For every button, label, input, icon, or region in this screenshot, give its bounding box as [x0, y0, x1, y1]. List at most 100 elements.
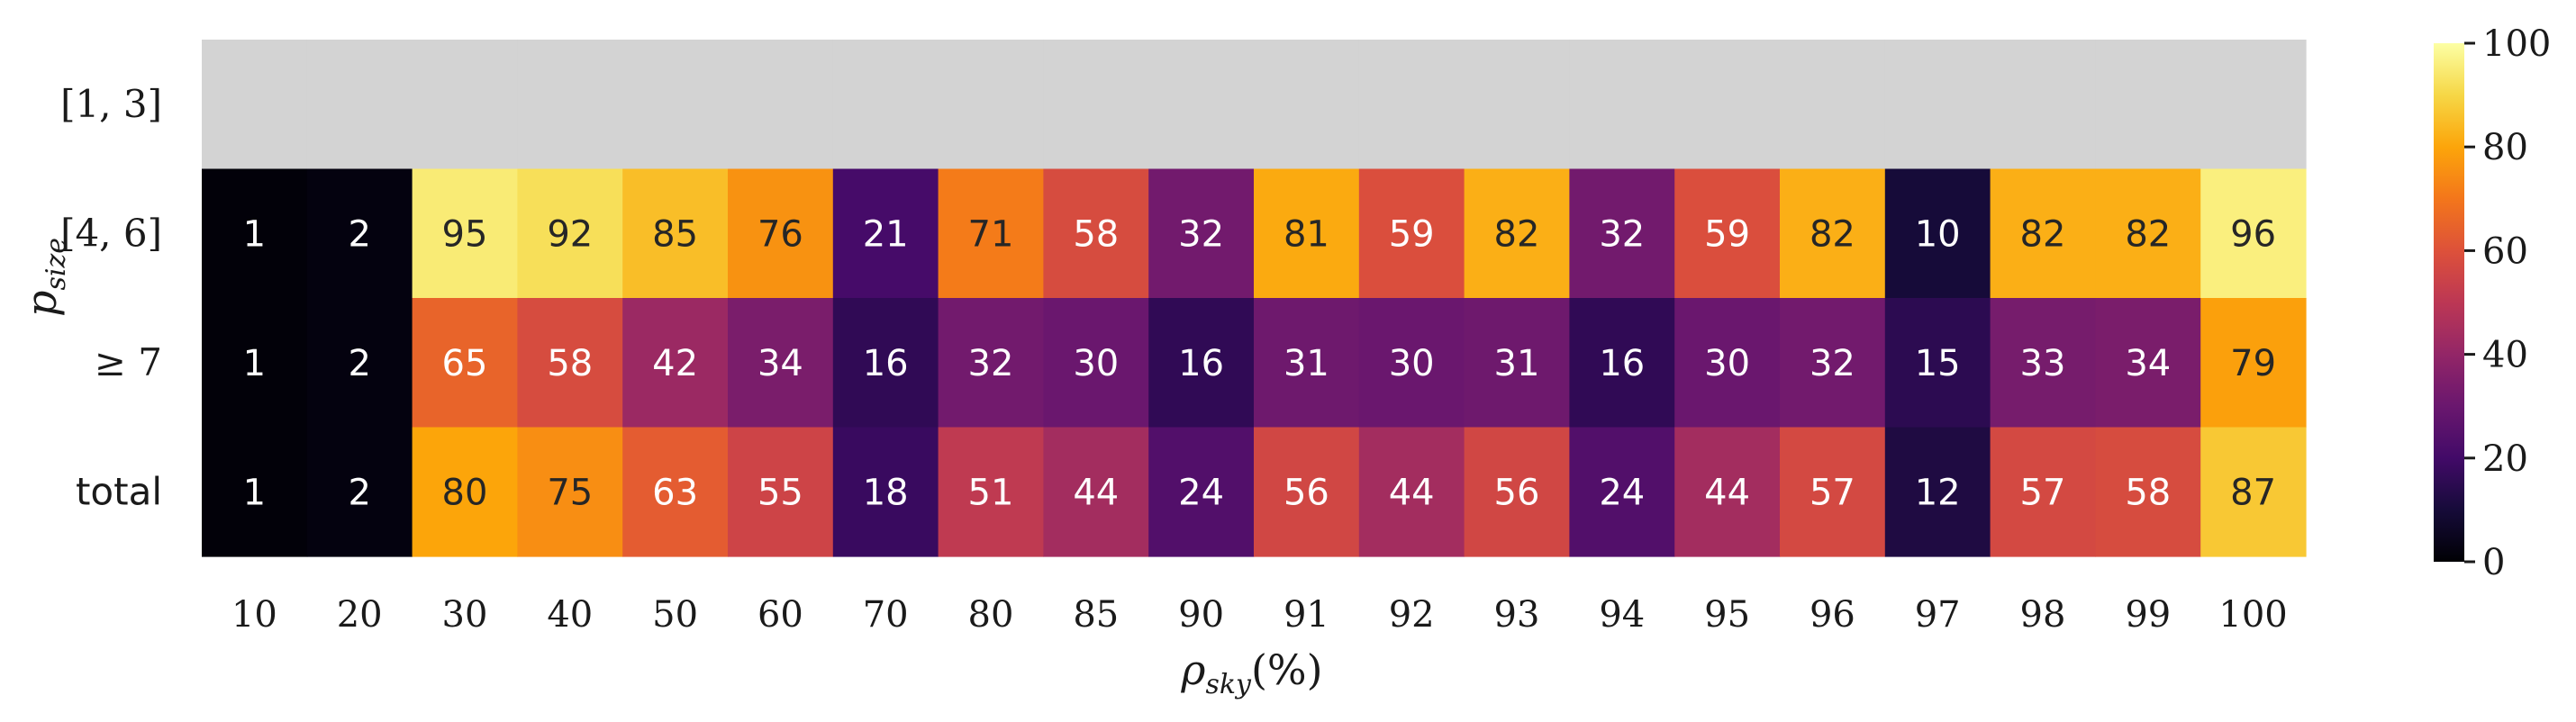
- cell-value-label: 31: [1494, 343, 1540, 384]
- cell-value-label: 82: [1810, 213, 1855, 255]
- x-tick-label: 80: [968, 594, 1014, 636]
- heatmap-cell: [622, 427, 729, 557]
- heatmap-cell: [2095, 298, 2201, 429]
- heatmap-cell: [202, 40, 308, 170]
- x-tick-label: 92: [1389, 594, 1435, 636]
- heatmap-cell: [306, 168, 413, 299]
- cell-value-label: 16: [1599, 343, 1645, 384]
- cell-value-label: 18: [863, 472, 909, 513]
- x-tick-label: 97: [1915, 594, 1961, 636]
- heatmap-cell: [1780, 298, 1886, 429]
- heatmap-cell: [1990, 298, 2096, 429]
- heatmap-cell: [1674, 168, 1781, 299]
- cell-value-label: 2: [348, 472, 370, 513]
- heatmap-cell: [202, 427, 308, 557]
- heatmap-cell: [1148, 40, 1255, 170]
- cell-value-label: 31: [1283, 343, 1329, 384]
- cell-value-label: 80: [442, 472, 488, 513]
- heatmap-cell: [1148, 427, 1255, 557]
- cell-value-label: 32: [1810, 343, 1855, 384]
- cell-value-label: 82: [1494, 213, 1540, 255]
- cell-value-label: 81: [1283, 213, 1329, 255]
- heatmap-cell: [728, 40, 834, 170]
- heatmap-cell: [412, 168, 518, 299]
- cell-value-label: 32: [968, 343, 1014, 384]
- heatmap-cell: [1780, 427, 1886, 557]
- cell-value-label: 87: [2230, 472, 2276, 513]
- heatmap-cell: [1884, 427, 1991, 557]
- heatmap-cell: [1884, 168, 1991, 299]
- cell-value-label: 32: [1599, 213, 1645, 255]
- heatmap-cell: [1148, 168, 1255, 299]
- cell-value-label: 51: [968, 472, 1014, 513]
- heatmap-cell: [1990, 168, 2096, 299]
- colorbar-tick-label: 80: [2482, 127, 2528, 168]
- x-tick-label: 40: [547, 594, 593, 636]
- cell-value-label: 34: [757, 343, 803, 384]
- y-tick-label: [4, 6]: [60, 211, 162, 255]
- heatmap-cell: [2200, 427, 2307, 557]
- heatmap-cell: [517, 168, 623, 299]
- y-tick-label: [1, 3]: [60, 82, 162, 126]
- heatmap-cell: [1358, 168, 1465, 299]
- heatmap-cell: [1990, 40, 2096, 170]
- heatmap-cell: [1358, 427, 1465, 557]
- colorbar-tick-label: 0: [2482, 542, 2505, 583]
- cell-value-label: 57: [2020, 472, 2066, 513]
- x-axis-label-unit: (%): [1251, 645, 1323, 694]
- x-tick-label: 70: [863, 594, 909, 636]
- x-tick-label: 20: [337, 594, 383, 636]
- heatmap-cell: [1464, 298, 1570, 429]
- heatmap-cell: [728, 168, 834, 299]
- heatmap-cell: [412, 40, 518, 170]
- heatmap-cell: [1043, 40, 1149, 170]
- heatmap-cell: [1358, 40, 1465, 170]
- heatmap-cell: [1569, 40, 1675, 170]
- heatmap-cell: [1254, 40, 1360, 170]
- heatmap-cell: [306, 298, 413, 429]
- y-axis-label-sub: size: [41, 238, 72, 291]
- heatmap-cell: [728, 298, 834, 429]
- heatmap-cell: [202, 168, 308, 299]
- heatmap-cell: [622, 40, 729, 170]
- cell-value-label: 58: [2125, 472, 2171, 513]
- cell-value-label: 24: [1178, 472, 1224, 513]
- cell-value-label: 16: [1178, 343, 1224, 384]
- cell-value-label: 58: [547, 343, 593, 384]
- x-tick-label: 95: [1704, 594, 1750, 636]
- heatmap-cells: 1 2 95 92 85 76 21 71 58 32 81 59 82 32 59 82 10 82 82 961 2…: [202, 40, 2307, 557]
- heatmap-cell: [1254, 298, 1360, 429]
- x-tick-label: 10: [231, 594, 277, 636]
- heatmap-cell: [306, 40, 413, 170]
- y-axis-label-main: p: [17, 291, 66, 317]
- heatmap-cell: [1674, 427, 1781, 557]
- x-tick-label: 98: [2020, 594, 2066, 636]
- x-tick-label: 93: [1494, 594, 1540, 636]
- colorbar-ticks: 0 20 40 60 80 100: [2464, 23, 2551, 583]
- heatmap-cell: [1884, 298, 1991, 429]
- cell-value-label: 32: [1178, 213, 1224, 255]
- colorbar-tick-label: 100: [2482, 23, 2551, 65]
- heatmap-cell: [1148, 298, 1255, 429]
- cell-value-label: 1: [243, 472, 266, 513]
- cell-value-label: 65: [442, 343, 488, 384]
- cell-value-label: 59: [1704, 213, 1750, 255]
- heatmap-cell: [517, 427, 623, 557]
- x-axis-label: ρsky(%): [1180, 645, 1322, 700]
- cell-value-label: 34: [2125, 343, 2171, 384]
- y-tick-label: ≥ 7: [95, 340, 162, 384]
- x-tick-label: 94: [1599, 594, 1645, 636]
- cell-value-label: 30: [1073, 343, 1119, 384]
- x-tick-label: 85: [1073, 594, 1119, 636]
- colorbar-tick-label: 60: [2482, 230, 2528, 272]
- cell-value-label: 71: [968, 213, 1014, 255]
- cell-value-label: 30: [1704, 343, 1750, 384]
- heatmap-cell: [2095, 427, 2201, 557]
- x-tick-label: 96: [1810, 594, 1855, 636]
- cell-value-label: 44: [1389, 472, 1435, 513]
- cell-value-label: 85: [652, 213, 698, 255]
- cell-value-label: 92: [547, 213, 593, 255]
- heatmap-cell: [1569, 427, 1675, 557]
- heatmap-cell: [1569, 298, 1675, 429]
